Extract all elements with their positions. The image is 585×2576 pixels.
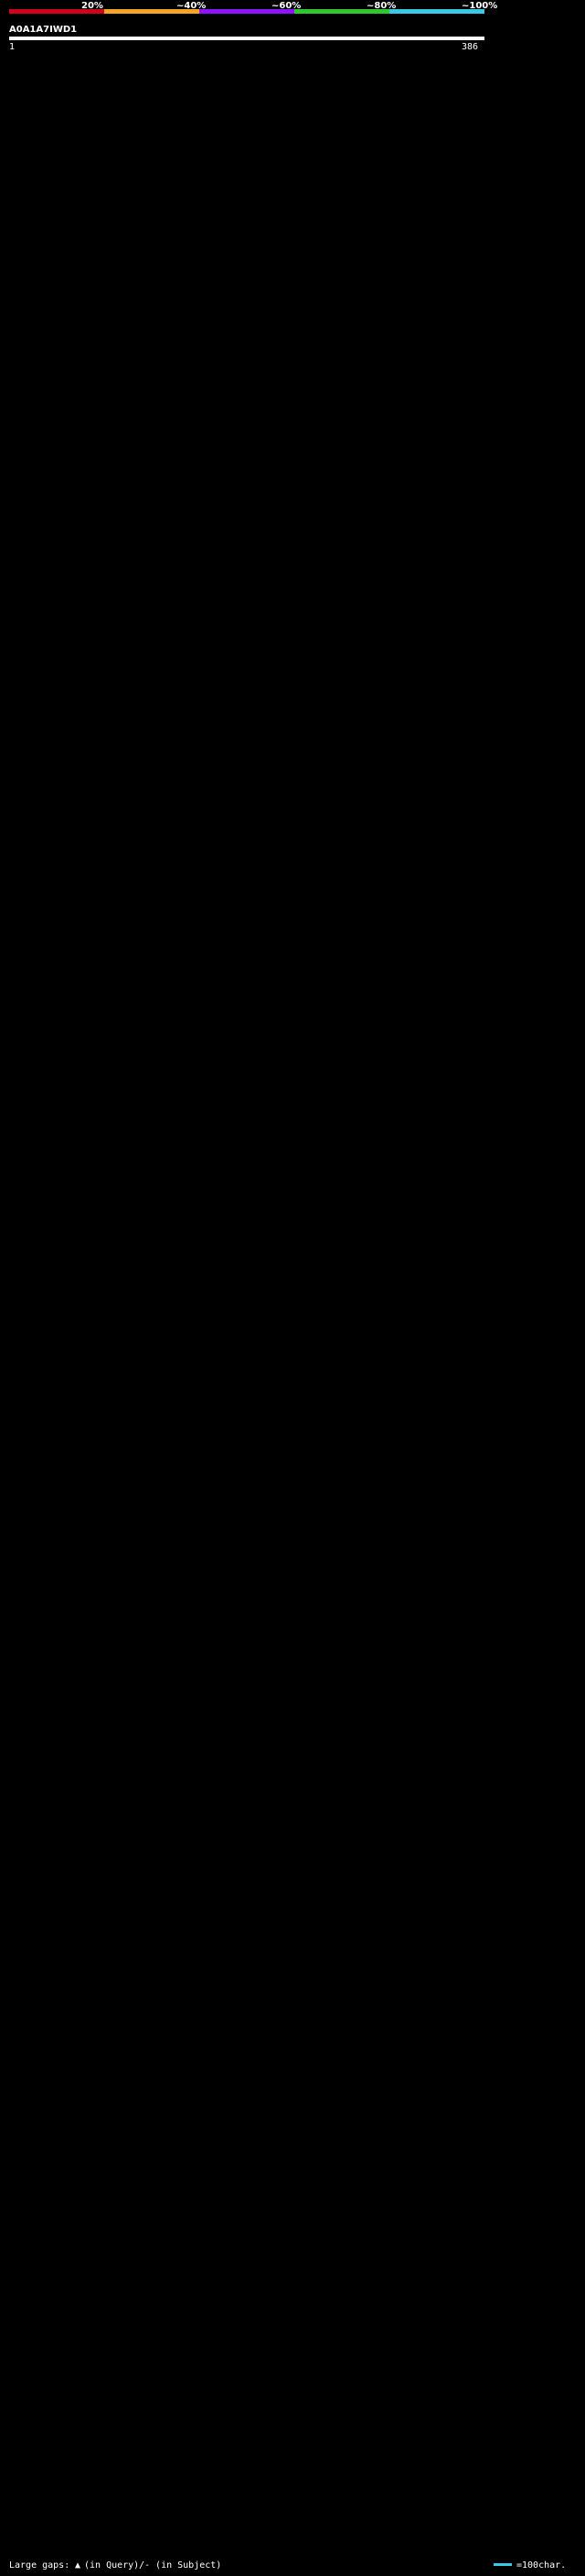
- legend-scale-bar: [494, 2563, 512, 2566]
- query-bar: [9, 37, 484, 40]
- query-end-label: 386: [462, 42, 478, 52]
- legend-in-subject: /- (in Subject): [139, 2560, 221, 2571]
- scale-label: ~40%: [176, 1, 206, 11]
- scale-segment: [199, 9, 294, 14]
- scale-label: ~60%: [271, 1, 301, 11]
- scale-label: ~80%: [367, 1, 396, 11]
- scale-segment: [294, 9, 389, 14]
- identity-scale: 20% ~40% ~60% ~80% ~100%: [9, 1, 497, 14]
- query-start-label: 1: [9, 42, 15, 52]
- scale-segment: [104, 9, 199, 14]
- scale-label: ~100%: [462, 1, 497, 11]
- chart-legend: Large gaps: ▲ (in Query) /- (in Subject)…: [9, 2560, 566, 2571]
- scale-segment: [9, 9, 104, 14]
- scale-segment: [389, 9, 484, 14]
- chart-title: A0A1A7IWD1: [9, 25, 77, 35]
- legend-in-query: (in Query): [84, 2560, 139, 2571]
- scale-label: 20%: [81, 1, 103, 11]
- legend-query-gap-icon: ▲: [75, 2560, 80, 2571]
- legend-scale-text: =100char.: [516, 2560, 566, 2571]
- legend-large-gaps: Large gaps:: [9, 2560, 69, 2571]
